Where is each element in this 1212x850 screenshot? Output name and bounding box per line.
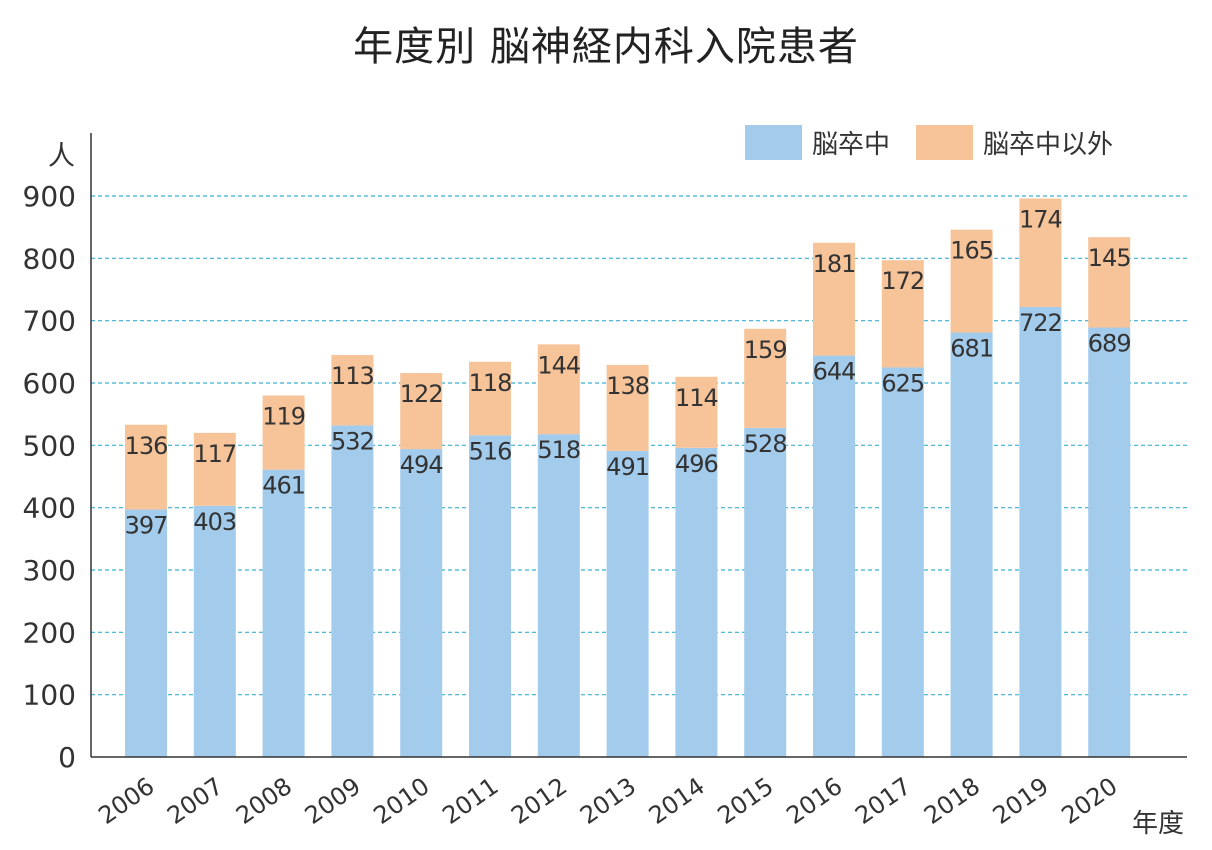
x-tick-label-2006: 2006 bbox=[93, 772, 159, 830]
bar-other-2020 bbox=[1088, 237, 1131, 328]
data-label-other-2010: 122 bbox=[400, 380, 443, 408]
x-tick-label-2011: 2011 bbox=[437, 772, 503, 830]
bar-other-2017 bbox=[881, 260, 924, 368]
y-tick-label-800: 800 bbox=[23, 242, 76, 275]
data-label-stroke-2016: 644 bbox=[813, 358, 856, 386]
bar-stroke-2011 bbox=[469, 435, 511, 757]
x-tick-label-2008: 2008 bbox=[231, 772, 297, 830]
x-tick-label-2020: 2020 bbox=[1057, 772, 1123, 830]
data-label-stroke-2010: 494 bbox=[400, 451, 443, 479]
bar-stroke-2019 bbox=[1019, 306, 1062, 757]
x-tick-label-2019: 2019 bbox=[988, 772, 1054, 830]
y-tick-label-300: 300 bbox=[23, 554, 76, 587]
x-tick-label-2012: 2012 bbox=[506, 772, 572, 830]
data-label-stroke-2012: 518 bbox=[537, 436, 580, 464]
y-axis-unit-label: 人 bbox=[48, 141, 75, 172]
data-label-stroke-2014: 496 bbox=[675, 450, 718, 478]
bar-stroke-2008 bbox=[262, 469, 305, 757]
data-label-stroke-2017: 625 bbox=[881, 369, 924, 397]
bar-other-2012 bbox=[537, 344, 580, 435]
data-label-other-2014: 114 bbox=[675, 384, 718, 412]
y-tick-label-100: 100 bbox=[23, 679, 76, 712]
bar-other-2016 bbox=[813, 242, 855, 356]
bar-other-2009 bbox=[331, 354, 374, 426]
bar-stroke-2018 bbox=[950, 332, 993, 757]
data-label-other-2006: 136 bbox=[125, 432, 168, 460]
bar-other-2019 bbox=[1019, 198, 1062, 307]
legend-swatch-stroke bbox=[745, 125, 802, 160]
legend: 脳卒中 脳卒中以外 bbox=[745, 124, 1139, 161]
bar-stroke-2006 bbox=[125, 509, 167, 757]
legend-item-other: 脳卒中以外 bbox=[916, 124, 1113, 161]
data-label-other-2012: 144 bbox=[537, 351, 580, 379]
legend-label-other: 脳卒中以外 bbox=[983, 130, 1114, 160]
data-label-stroke-2011: 516 bbox=[469, 437, 512, 465]
data-label-other-2020: 145 bbox=[1088, 244, 1131, 272]
data-label-stroke-2008: 461 bbox=[262, 472, 305, 500]
legend-swatch-other bbox=[916, 125, 974, 160]
x-tick-label-2018: 2018 bbox=[919, 772, 985, 830]
bar-stroke-2012 bbox=[537, 434, 580, 757]
x-tick-label-2015: 2015 bbox=[713, 772, 779, 830]
x-tick-label-2009: 2009 bbox=[300, 772, 366, 830]
bar-other-2006 bbox=[125, 424, 167, 510]
chart-title: 年度別 脳神経内科入院患者 bbox=[353, 24, 859, 70]
data-label-stroke-2020: 689 bbox=[1088, 330, 1131, 358]
x-tick-label-2007: 2007 bbox=[162, 772, 228, 830]
y-tick-label-400: 400 bbox=[23, 492, 76, 525]
bar-stroke-2009 bbox=[331, 425, 374, 757]
y-tick-label-0: 0 bbox=[58, 741, 76, 774]
data-label-other-2013: 138 bbox=[606, 372, 649, 400]
y-tick-label-500: 500 bbox=[23, 429, 76, 462]
y-tick-label-900: 900 bbox=[23, 180, 76, 213]
legend-label-stroke: 脳卒中 bbox=[812, 130, 891, 160]
data-label-other-2008: 119 bbox=[262, 402, 305, 430]
data-label-stroke-2009: 532 bbox=[331, 427, 374, 455]
y-tick-label-600: 600 bbox=[23, 367, 76, 400]
bar-other-2011 bbox=[469, 361, 511, 436]
bar-other-2010 bbox=[400, 373, 443, 450]
data-label-stroke-2007: 403 bbox=[193, 508, 236, 536]
data-label-stroke-2019: 722 bbox=[1019, 309, 1062, 337]
data-label-other-2009: 113 bbox=[331, 362, 374, 390]
data-label-stroke-2015: 528 bbox=[744, 430, 787, 458]
x-tick-label-2017: 2017 bbox=[850, 772, 916, 830]
x-tick-label-2013: 2013 bbox=[575, 772, 641, 830]
data-label-stroke-2018: 681 bbox=[950, 335, 993, 363]
legend-item-stroke: 脳卒中 bbox=[745, 124, 890, 161]
data-label-other-2018: 165 bbox=[950, 237, 993, 265]
data-label-stroke-2006: 397 bbox=[125, 512, 168, 540]
bar-stroke-2010 bbox=[400, 449, 443, 757]
data-label-other-2011: 118 bbox=[469, 369, 512, 397]
bar-stroke-2013 bbox=[606, 450, 649, 757]
x-tick-label-2014: 2014 bbox=[644, 772, 710, 830]
bar-stroke-2017 bbox=[881, 367, 924, 757]
data-label-other-2016: 181 bbox=[813, 250, 856, 278]
bar-other-2008 bbox=[262, 395, 305, 470]
data-label-other-2019: 174 bbox=[1019, 205, 1062, 233]
data-label-stroke-2013: 491 bbox=[606, 453, 649, 481]
data-label-other-2007: 117 bbox=[193, 440, 236, 468]
data-label-other-2017: 172 bbox=[881, 267, 924, 295]
bar-stroke-2020 bbox=[1088, 327, 1131, 757]
x-tick-label-2016: 2016 bbox=[781, 772, 847, 830]
bar-stroke-2007 bbox=[193, 505, 236, 757]
bar-stroke-2015 bbox=[744, 427, 787, 757]
y-tick-label-200: 200 bbox=[23, 616, 76, 649]
bar-other-2018 bbox=[950, 229, 993, 333]
bar-other-2013 bbox=[606, 364, 649, 451]
bar-other-2015 bbox=[744, 328, 787, 428]
bar-other-2014 bbox=[675, 376, 718, 448]
bar-other-2007 bbox=[193, 432, 236, 506]
bar-stroke-2016 bbox=[813, 355, 855, 757]
x-axis-unit-label: 年度 bbox=[1132, 809, 1185, 839]
x-tick-label-2010: 2010 bbox=[369, 772, 435, 830]
y-tick-label-700: 700 bbox=[23, 305, 76, 338]
bar-stroke-2014 bbox=[675, 447, 718, 757]
data-label-other-2015: 159 bbox=[744, 336, 787, 364]
